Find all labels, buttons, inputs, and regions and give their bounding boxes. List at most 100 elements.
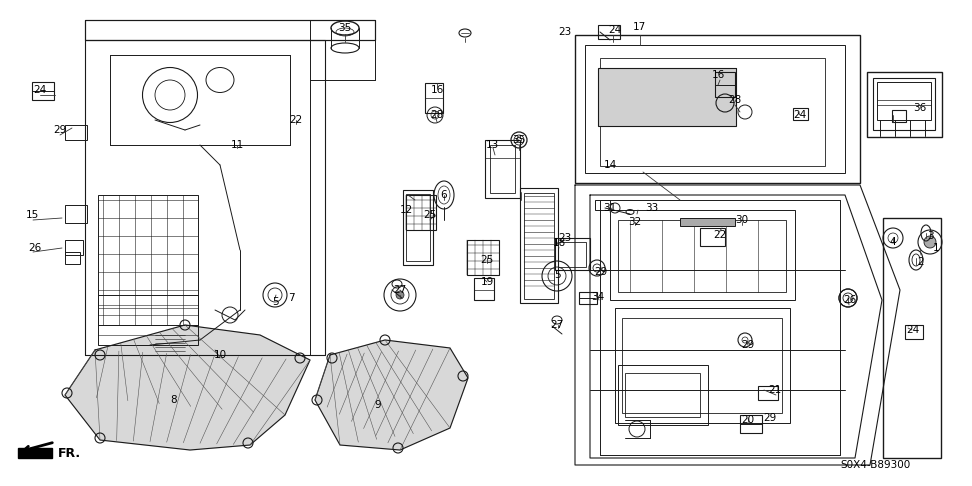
Text: 16: 16 [431, 85, 443, 95]
Text: 27: 27 [394, 285, 406, 295]
Text: 35: 35 [338, 23, 352, 33]
Circle shape [924, 236, 936, 248]
Text: 29: 29 [53, 125, 67, 135]
Bar [555, 238, 590, 270]
Bar [406, 195, 436, 230]
Text: 17: 17 [633, 22, 645, 32]
Bar [520, 188, 558, 303]
Bar [598, 68, 736, 126]
Bar [625, 373, 700, 417]
Bar [558, 242, 586, 267]
Text: 7: 7 [288, 293, 295, 303]
Text: 29: 29 [763, 413, 777, 423]
Bar [715, 72, 735, 97]
Text: 6: 6 [440, 190, 447, 200]
Bar [877, 82, 931, 120]
Text: 27: 27 [550, 320, 564, 330]
Text: 32: 32 [628, 217, 642, 227]
Text: 19: 19 [480, 277, 494, 287]
Bar [425, 83, 443, 113]
Text: 24: 24 [906, 325, 920, 335]
Text: 21: 21 [769, 385, 781, 395]
Text: 3: 3 [926, 231, 933, 241]
Bar [873, 78, 935, 130]
Bar [622, 318, 782, 413]
Text: 11: 11 [230, 140, 244, 150]
Bar [740, 415, 762, 433]
Bar [467, 240, 499, 275]
Text: 9: 9 [374, 400, 381, 410]
Text: 36: 36 [914, 103, 926, 113]
Bar [595, 200, 610, 210]
Bar [65, 252, 80, 264]
Bar [406, 194, 430, 261]
Polygon shape [18, 448, 52, 458]
Text: 12: 12 [399, 205, 413, 215]
Bar [610, 210, 795, 300]
Bar [793, 108, 808, 120]
Bar [867, 72, 942, 137]
Bar [579, 292, 597, 304]
Bar [598, 25, 620, 39]
Text: 24: 24 [793, 110, 807, 120]
Bar [65, 125, 87, 140]
Text: 23: 23 [558, 27, 572, 37]
Bar [403, 190, 433, 265]
Text: FR.: FR. [58, 447, 81, 459]
Bar [98, 195, 198, 325]
Bar [618, 220, 786, 292]
Text: S0X4-B89300: S0X4-B89300 [840, 460, 910, 470]
Bar [524, 193, 554, 299]
Text: 33: 33 [645, 203, 659, 213]
Text: 22: 22 [713, 230, 727, 240]
Text: 5: 5 [272, 297, 278, 307]
Text: 34: 34 [591, 292, 605, 302]
Text: 22: 22 [290, 115, 302, 125]
Text: 28: 28 [728, 95, 742, 105]
Bar [65, 205, 87, 223]
Text: 2: 2 [918, 257, 924, 267]
Bar [490, 145, 515, 193]
Text: 26: 26 [844, 295, 856, 305]
Bar [65, 240, 83, 255]
Bar [905, 325, 923, 339]
Text: 31: 31 [604, 203, 616, 213]
Bar [585, 45, 845, 173]
Bar [883, 218, 941, 458]
Text: 35: 35 [512, 135, 526, 145]
Text: 24: 24 [608, 25, 622, 35]
Bar [98, 295, 198, 345]
Text: 1: 1 [933, 243, 939, 253]
Text: 18: 18 [552, 238, 566, 248]
Bar [700, 228, 725, 246]
Text: 25: 25 [424, 210, 436, 220]
Bar [32, 82, 54, 100]
Text: 16: 16 [712, 70, 724, 80]
Polygon shape [65, 325, 310, 450]
Text: 13: 13 [485, 140, 499, 150]
Bar [892, 110, 906, 122]
Text: 30: 30 [736, 215, 748, 225]
Text: 5: 5 [554, 270, 560, 280]
Text: 29: 29 [594, 267, 608, 277]
Text: 28: 28 [431, 110, 443, 120]
Text: 4: 4 [889, 237, 896, 247]
Bar [680, 218, 735, 226]
Bar [758, 386, 778, 400]
Text: 26: 26 [28, 243, 42, 253]
Bar [575, 35, 860, 183]
Bar [618, 365, 708, 425]
Text: 8: 8 [171, 395, 177, 405]
Polygon shape [315, 340, 468, 450]
Text: 14: 14 [604, 160, 616, 170]
Bar [600, 58, 825, 166]
Text: 29: 29 [742, 340, 754, 350]
Bar [485, 140, 520, 198]
Text: 23: 23 [558, 233, 572, 243]
Circle shape [396, 291, 404, 299]
Text: 15: 15 [25, 210, 39, 220]
Text: 25: 25 [480, 255, 494, 265]
Text: 20: 20 [742, 415, 754, 425]
Text: 10: 10 [214, 350, 226, 360]
Bar [474, 278, 494, 300]
